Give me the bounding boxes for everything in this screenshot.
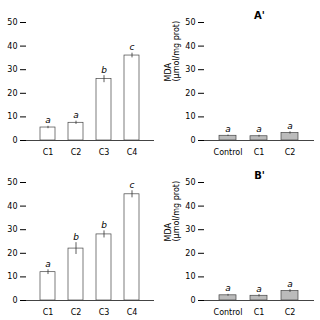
svg-text:a: a bbox=[287, 121, 293, 131]
svg-text:0: 0 bbox=[190, 136, 195, 145]
svg-text:10: 10 bbox=[185, 272, 195, 281]
svg-text:c: c bbox=[130, 42, 135, 52]
svg-text:c: c bbox=[130, 180, 135, 190]
svg-text:40: 40 bbox=[7, 42, 17, 51]
svg-text:0: 0 bbox=[190, 296, 195, 305]
svg-text:MDA(μmol/mg prot): MDA(μmol/mg prot) bbox=[164, 181, 181, 242]
svg-text:C2: C2 bbox=[285, 148, 296, 157]
svg-text:10: 10 bbox=[7, 272, 17, 281]
svg-text:b: b bbox=[101, 65, 107, 75]
svg-text:C1: C1 bbox=[254, 148, 265, 157]
svg-text:40: 40 bbox=[7, 202, 17, 211]
svg-text:b: b bbox=[73, 232, 79, 242]
svg-text:a: a bbox=[256, 284, 262, 294]
svg-text:a: a bbox=[287, 279, 293, 289]
svg-text:50: 50 bbox=[7, 178, 17, 187]
svg-text:a: a bbox=[225, 124, 231, 134]
svg-text:Control: Control bbox=[214, 148, 243, 157]
svg-text:C1: C1 bbox=[43, 148, 54, 157]
svg-text:20: 20 bbox=[185, 89, 195, 98]
svg-text:C2: C2 bbox=[71, 308, 82, 317]
svg-text:30: 30 bbox=[7, 65, 17, 74]
svg-text:10: 10 bbox=[7, 112, 17, 121]
svg-text:B': B' bbox=[254, 170, 265, 181]
svg-text:C1: C1 bbox=[43, 308, 54, 317]
svg-text:C3: C3 bbox=[99, 308, 110, 317]
svg-text:a: a bbox=[225, 283, 231, 293]
svg-text:50: 50 bbox=[185, 178, 195, 187]
svg-text:Control: Control bbox=[214, 308, 243, 317]
svg-text:40: 40 bbox=[185, 202, 195, 211]
svg-text:C2: C2 bbox=[71, 148, 82, 157]
svg-text:C4: C4 bbox=[127, 148, 138, 157]
svg-text:a: a bbox=[45, 259, 51, 269]
svg-text:MDA(μmol/mg prot): MDA(μmol/mg prot) bbox=[164, 21, 181, 82]
svg-text:C4: C4 bbox=[127, 308, 138, 317]
svg-text:50: 50 bbox=[185, 18, 195, 27]
svg-text:b: b bbox=[101, 220, 107, 230]
svg-text:30: 30 bbox=[7, 225, 17, 234]
svg-text:10: 10 bbox=[185, 112, 195, 121]
svg-text:20: 20 bbox=[185, 249, 195, 258]
svg-text:20: 20 bbox=[7, 249, 17, 258]
svg-text:50: 50 bbox=[7, 18, 17, 27]
svg-text:a: a bbox=[256, 124, 262, 134]
svg-text:20: 20 bbox=[7, 89, 17, 98]
svg-text:0: 0 bbox=[12, 296, 17, 305]
svg-text:a: a bbox=[45, 115, 51, 125]
svg-text:0: 0 bbox=[12, 136, 17, 145]
svg-text:A': A' bbox=[254, 10, 265, 21]
svg-text:C1: C1 bbox=[254, 308, 265, 317]
svg-text:40: 40 bbox=[185, 42, 195, 51]
svg-text:30: 30 bbox=[185, 225, 195, 234]
svg-text:a: a bbox=[73, 110, 79, 120]
svg-text:C3: C3 bbox=[99, 148, 110, 157]
svg-text:30: 30 bbox=[185, 65, 195, 74]
svg-text:C2: C2 bbox=[285, 308, 296, 317]
